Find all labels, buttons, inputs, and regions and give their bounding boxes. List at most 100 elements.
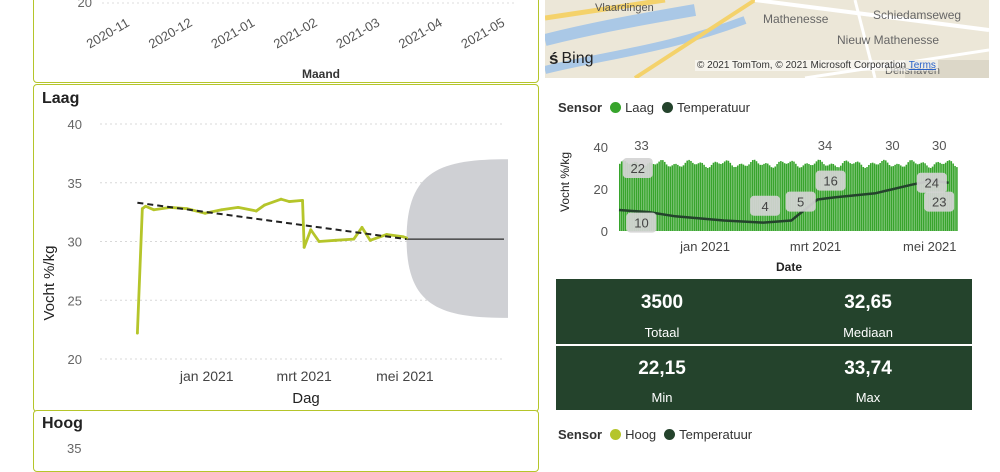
bar-laag xyxy=(675,163,677,231)
bar-laag xyxy=(913,161,915,231)
panel-title: Hoog xyxy=(42,415,83,432)
monthly-chart: 20 2020-11 2020-12 2021-01 2021-02 2021-03 20… xyxy=(78,0,514,81)
y-axis-title: Vocht %/kg xyxy=(558,152,572,212)
bar-laag xyxy=(740,163,743,231)
bar-laag xyxy=(914,163,917,231)
monthly-chart-panel: 20 2020-11 2020-12 2021-01 2021-02 2021-03 20… xyxy=(33,0,539,83)
legend-item-laag[interactable]: Laag xyxy=(625,100,654,115)
map-label: Nieuw Mathenesse xyxy=(837,33,940,47)
data-label: 24 xyxy=(925,176,939,191)
bar-laag xyxy=(630,163,632,231)
bar-laag xyxy=(901,166,904,231)
x-tick-label: mei 2021 xyxy=(376,368,434,384)
x-tick-label: mrt 2021 xyxy=(790,239,841,254)
bar-laag xyxy=(920,162,923,231)
data-point xyxy=(220,208,224,212)
bar-laag xyxy=(716,162,718,231)
bar-laag xyxy=(864,167,866,231)
bar-laag xyxy=(628,163,630,231)
bar-laag xyxy=(641,167,644,231)
bar-laag xyxy=(866,167,868,231)
data-point xyxy=(279,197,283,201)
bar-laag xyxy=(645,165,647,231)
legend-item-temperatuur[interactable]: Temperatuur xyxy=(679,427,753,442)
data-label: 30 xyxy=(932,138,946,153)
terms-link[interactable]: Terms xyxy=(908,60,936,71)
bar-laag xyxy=(751,160,754,231)
bar-laag xyxy=(836,167,838,231)
kpi-max-value: 33,74 xyxy=(844,358,892,379)
data-point xyxy=(368,238,372,242)
bar-laag xyxy=(722,163,724,231)
bar-laag xyxy=(862,166,865,231)
kpi-totaal-label: Totaal xyxy=(644,325,680,340)
x-tick-label: 2021-02 xyxy=(271,15,320,52)
data-point xyxy=(135,331,139,335)
bar-laag xyxy=(656,163,659,231)
data-label-box xyxy=(785,191,816,212)
bar-laag xyxy=(778,161,780,231)
data-label-box xyxy=(750,195,781,216)
data-label: 10 xyxy=(634,216,648,231)
bar-laag xyxy=(733,167,735,231)
data-point xyxy=(309,228,313,232)
legend-item-hoog[interactable]: Hoog xyxy=(625,427,657,442)
bar-laag xyxy=(697,163,700,231)
bar-laag xyxy=(916,164,919,231)
bar-laag xyxy=(690,160,692,231)
y-tick-label: 40 xyxy=(68,117,82,132)
y-tick-label: 35 xyxy=(67,441,82,456)
data-point xyxy=(302,245,306,249)
legend-item-temperatuur[interactable]: Temperatuur xyxy=(677,100,750,115)
bar-laag xyxy=(854,162,857,231)
x-tick-label: 2021-05 xyxy=(458,15,507,52)
bar-laag xyxy=(746,165,748,231)
bar-laag xyxy=(688,159,690,231)
sensor-legend: Sensor Laag Temperatuur xyxy=(558,100,750,115)
sensor-legend: Sensor Hoog Temperatuur xyxy=(558,427,752,442)
x-tick-label: 2021-01 xyxy=(208,15,257,52)
bar-laag xyxy=(817,159,820,231)
bar-laag xyxy=(851,163,853,231)
map-view[interactable]: Vlaardingen Mathenesse Schiedamseweg Nie… xyxy=(545,0,989,78)
data-label-box xyxy=(924,191,955,212)
bar-laag xyxy=(622,160,625,231)
series-line-laag xyxy=(135,197,408,334)
bar-laag xyxy=(647,163,649,231)
bar-laag xyxy=(729,162,732,231)
bar-laag xyxy=(918,163,921,231)
bar-laag xyxy=(635,162,638,231)
map-label: Mathenesse xyxy=(763,12,829,26)
bar-laag xyxy=(909,160,911,231)
data-label-box xyxy=(916,172,947,193)
data-label: 5 xyxy=(797,195,804,210)
bar-laag xyxy=(899,165,902,231)
bar-laag xyxy=(911,160,913,231)
bar-laag xyxy=(652,164,655,231)
bar-laag xyxy=(956,167,958,231)
bar-laag xyxy=(619,163,621,231)
laag-combo-chart: Vocht %/kg Date 40 20 0 jan 2021 mrt 2021 mei… xyxy=(558,138,958,274)
bar-laag xyxy=(888,165,891,231)
bar-laag xyxy=(738,164,741,231)
kpi-min-value: 22,15 xyxy=(638,358,686,379)
data-label: 33 xyxy=(634,138,648,153)
map-label: Schiedamseweg xyxy=(873,8,962,22)
y-tick-label: 20 xyxy=(78,0,92,10)
data-label: 34 xyxy=(818,138,832,153)
bar-laag xyxy=(692,162,694,231)
bar-laag xyxy=(633,161,636,231)
bar-laag xyxy=(686,160,688,231)
bar-laag xyxy=(673,164,675,231)
bar-laag xyxy=(671,165,674,231)
bar-laag xyxy=(905,164,908,231)
bar-laag xyxy=(639,166,642,231)
bar-laag xyxy=(703,164,705,231)
bar-laag xyxy=(695,164,698,231)
x-axis-title: Maand xyxy=(302,67,340,81)
map-label: Vlaardingen xyxy=(595,2,654,14)
bar-laag xyxy=(720,163,722,231)
bar-laag xyxy=(626,162,629,231)
bar-laag xyxy=(707,167,709,231)
data-label-box xyxy=(815,170,846,191)
